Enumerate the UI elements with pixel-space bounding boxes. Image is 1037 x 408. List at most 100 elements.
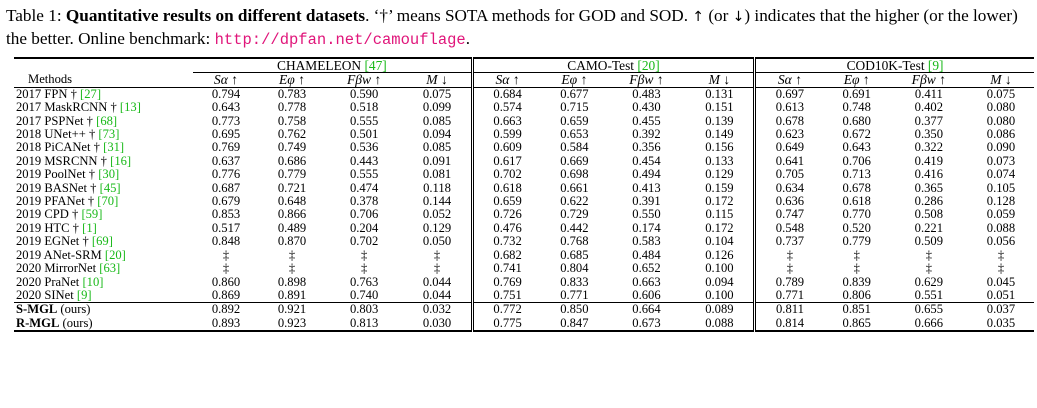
metric-value: 0.813 [325,316,404,333]
metric-value: 0.870 [277,234,307,249]
metric-value: 0.508 [914,207,943,222]
metric-value: 0.713 [842,167,871,182]
metric-value: 0.617 [470,154,542,169]
metric-value: 0.555 [349,113,379,128]
metric-value: 0.391 [632,194,661,209]
metric-value: 0.669 [560,153,589,168]
metric-value: 0.672 [842,127,871,142]
metric-value: 0.073 [986,153,1016,168]
table-row: 2019 HTC † [1] 0.517 0.489 0.204 0.129 0.476 0… [14,220,1034,236]
metric-value: 0.151 [705,100,734,115]
metric-value: 0.517 [211,220,241,235]
metric-value: ‡ [925,261,932,276]
metric-value: 0.776 [211,167,241,182]
metric-value: 0.128 [986,194,1016,209]
metric-value: 0.574 [470,100,542,115]
method-name: 2019 EGNet † [69] [16,234,113,249]
metric-value: 0.584 [560,140,589,155]
metric-value: ‡ [925,247,932,262]
metric-value: 0.860 [211,274,241,289]
metric-header: M ↓ [426,72,448,88]
caption-text-3: ) indicates that the higher (or the lowe… [6,6,1018,48]
caption-text-2: (or [704,6,733,25]
metric-value: 0.778 [277,100,307,115]
metric-value: 0.377 [914,113,943,128]
metric-value: 0.081 [422,167,452,182]
metric-value: 0.686 [277,153,307,168]
metric-value: 0.643 [211,100,241,115]
metric-header: Sα ↑ [753,72,824,88]
metric-header-row: Methods Sα ↑ Eφ ↑ Fβw ↑ M ↓ Sα ↑ Eφ ↑ Fβw ↑ M ↓… [14,72,1034,88]
metric-value: 0.056 [986,234,1016,249]
caption-title: Quantitative results on different datase… [65,6,366,25]
metric-value: 0.609 [470,141,542,155]
metric-value: 0.494 [632,167,661,182]
metric-value: ‡ [288,247,296,262]
table-row: 2020 SINet [9] 0.869 0.891 0.740 0.044 0.751 0… [14,287,1034,303]
caption-label: Table 1: [6,6,66,25]
metric-value: ‡ [753,248,824,263]
metric-value: 0.204 [349,220,379,235]
method-name: 2020 MirrorNet [63] [16,261,121,276]
metric-value: 0.483 [607,86,686,102]
metric-value: 0.839 [842,274,871,289]
metric-value: ‡ [222,247,230,262]
metric-value: 0.133 [705,153,734,168]
method-name: 2020 SINet [9] [16,287,92,302]
method-name: 2019 PFANet † [70] [16,194,119,209]
dataset-header-cod10k: COD10K-Test [9] [753,57,1034,74]
metric-value: 0.749 [277,140,307,155]
metric-value: 0.085 [422,140,452,155]
method-name: 2018 PiCANet † [31] [16,140,125,155]
metric-header: M ↓ [708,72,731,88]
metric-value: 0.648 [277,194,307,209]
metric-value: 0.892 [193,302,259,317]
metric-value: 0.641 [753,154,824,169]
table-row: 2019 MSRCNN † [16] 0.637 0.686 0.443 0.091 0.… [14,153,1034,169]
metric-value: 0.732 [470,234,542,249]
benchmark-link[interactable]: http://dpfan.net/camouflage [214,31,466,49]
metric-value: 0.606 [632,287,661,302]
metric-value: 0.751 [470,288,542,303]
metric-value: 0.806 [842,287,871,302]
table-row: 2020 PraNet [10] 0.860 0.898 0.763 0.044 0.76… [14,274,1034,289]
metric-value: ‡ [288,261,296,276]
metric-value: 0.853 [211,207,241,222]
method-name: 2017 PSPNet † [68] [16,113,118,128]
metric-value: 0.653 [560,127,589,142]
metric-value: 0.075 [403,86,473,102]
metric-value: 0.763 [349,274,379,289]
method-name: R-MGL (ours) [14,316,193,333]
table-row: 2019 PFANet † [70] 0.679 0.648 0.378 0.144 0.… [14,194,1034,209]
metric-value: 0.775 [470,316,542,333]
metric-value: 0.758 [277,113,307,128]
metric-value: 0.518 [349,100,379,115]
metric-value: 0.365 [914,180,943,195]
metric-value: 0.088 [986,220,1016,235]
table-row: 2019 CPD † [59] 0.853 0.866 0.706 0.052 0.726… [14,207,1034,222]
metric-value: 0.794 [193,86,259,102]
metric-value: 0.850 [541,302,608,317]
metric-value: 0.804 [560,261,589,276]
metric-value: 0.051 [986,287,1016,302]
metric-value: 0.555 [349,167,379,182]
metric-value: 0.649 [753,141,824,155]
method-name: 2019 CPD † [59] [16,207,103,222]
method-name: 2019 ANet-SRM [20] [16,247,126,262]
method-name: 2019 PoolNet † [30] [16,167,120,182]
metric-header: Eφ ↑ [278,72,306,88]
metric-value: 0.659 [470,194,542,209]
metric-value: 0.921 [259,302,325,317]
metric-value: 0.687 [211,180,241,195]
metric-value: 0.037 [967,302,1034,317]
metric-value: 0.052 [422,207,452,222]
metric-value: 0.090 [986,140,1016,155]
metric-value: 0.104 [705,234,734,249]
metric-value: 0.221 [914,220,943,235]
metric-value: 0.088 [685,316,755,333]
metric-value: 0.741 [470,261,542,276]
metric-value: 0.666 [889,316,968,333]
metric-header: Fβw ↑ [629,72,664,88]
metric-value: 0.172 [705,220,734,235]
metric-value: 0.677 [541,86,608,102]
